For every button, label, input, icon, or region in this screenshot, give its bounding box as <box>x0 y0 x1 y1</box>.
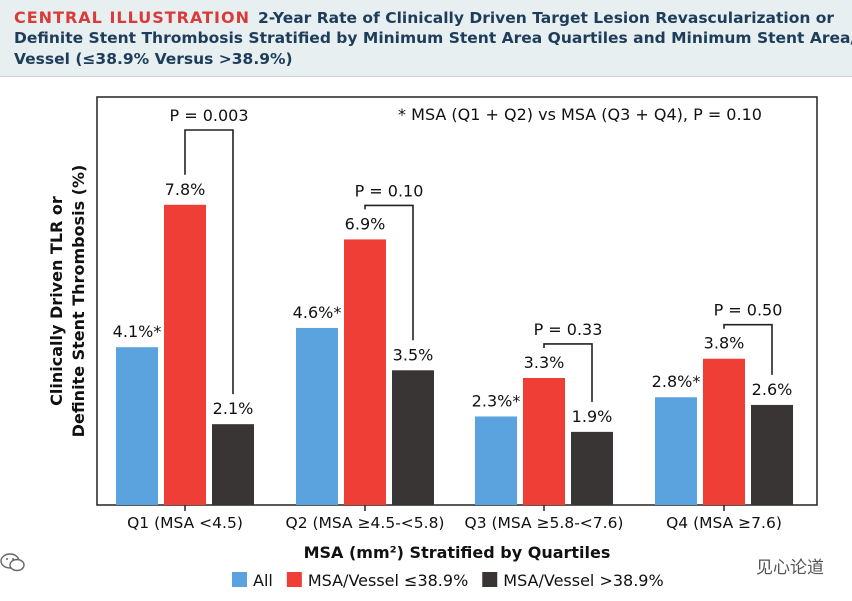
bar-value-label: 2.3%* <box>472 391 521 410</box>
title-line-1: CENTRAL ILLUSTRATION 2-Year Rate of Clini… <box>14 8 834 27</box>
x-tick-label: Q2 (MSA ≥4.5-<5.8) <box>286 514 445 532</box>
y-axis-label-line1: Clinically Driven TLR or <box>47 196 66 406</box>
bar-value-label: 3.5% <box>393 345 434 364</box>
bar <box>296 327 338 505</box>
p-value-label: P = 0.10 <box>355 181 424 200</box>
bar-value-label: 2.8%* <box>652 372 701 391</box>
bar-value-label: 2.1% <box>213 399 254 418</box>
title-line-3: Vessel (≤38.9% Versus >38.9%) <box>14 50 293 68</box>
bar <box>212 424 254 505</box>
p-value-label: P = 0.003 <box>169 106 248 125</box>
illustration-header: CENTRAL ILLUSTRATION 2-Year Rate of Clini… <box>0 0 852 77</box>
bar-value-label: 4.1%* <box>113 322 162 341</box>
bar <box>475 416 517 505</box>
bar-value-label: 4.6%* <box>293 303 342 322</box>
legend-label: MSA/Vessel ≤38.9% <box>308 571 468 590</box>
bar-value-label: 7.8% <box>165 180 206 199</box>
bar <box>164 204 206 505</box>
bar-value-label: 2.6% <box>752 380 793 399</box>
bar <box>344 239 386 505</box>
p-value-bracket <box>723 323 773 375</box>
title-line-2: Definite Stent Thrombosis Stratified by … <box>14 29 852 47</box>
bar-value-label: 3.3% <box>524 353 565 372</box>
x-axis-label: MSA (mm²) Stratified by Quartiles <box>304 543 611 562</box>
p-value-bracket <box>543 343 593 402</box>
legend-swatch <box>286 572 302 587</box>
legend-swatch <box>232 572 247 587</box>
legend-label: All <box>253 571 273 590</box>
bar <box>655 397 697 505</box>
bar <box>751 404 793 505</box>
bar-value-label: 3.8% <box>704 334 745 353</box>
y-axis-label-line2: Definite Stent Thrombosis (%) <box>69 165 88 438</box>
x-tick-label: Q1 (MSA <4.5) <box>127 514 243 532</box>
wechat-icon <box>0 553 25 572</box>
bar-chart: Clinically Driven TLR or Definite Stent T… <box>47 96 818 590</box>
bar <box>392 370 434 505</box>
p-value-bracket <box>184 129 234 395</box>
bar-value-label: 6.9% <box>345 214 386 233</box>
central-illustration-kicker: CENTRAL ILLUSTRATION <box>14 8 250 27</box>
bar-value-label: 1.9% <box>572 407 613 426</box>
p-value-label: P = 0.33 <box>534 320 603 339</box>
bar <box>523 377 565 505</box>
title-text-1: 2-Year Rate of Clinically Driven Target … <box>257 9 835 27</box>
bar <box>571 431 613 505</box>
x-tick-label: Q4 (MSA ≥7.6) <box>666 514 782 532</box>
p-value-bracket <box>364 204 414 341</box>
p-value-label: P = 0.50 <box>714 301 783 320</box>
x-tick-label: Q3 (MSA ≥5.8-<7.6) <box>465 514 624 532</box>
legend-swatch <box>482 572 498 587</box>
bar <box>703 358 745 505</box>
watermark-text: 见心论道 <box>756 558 824 578</box>
bar <box>116 347 158 505</box>
footnote-annotation: * MSA (Q1 + Q2) vs MSA (Q3 + Q4), P = 0.… <box>398 105 762 124</box>
legend-label: MSA/Vessel >38.9% <box>503 571 663 590</box>
plot-frame <box>96 96 818 506</box>
